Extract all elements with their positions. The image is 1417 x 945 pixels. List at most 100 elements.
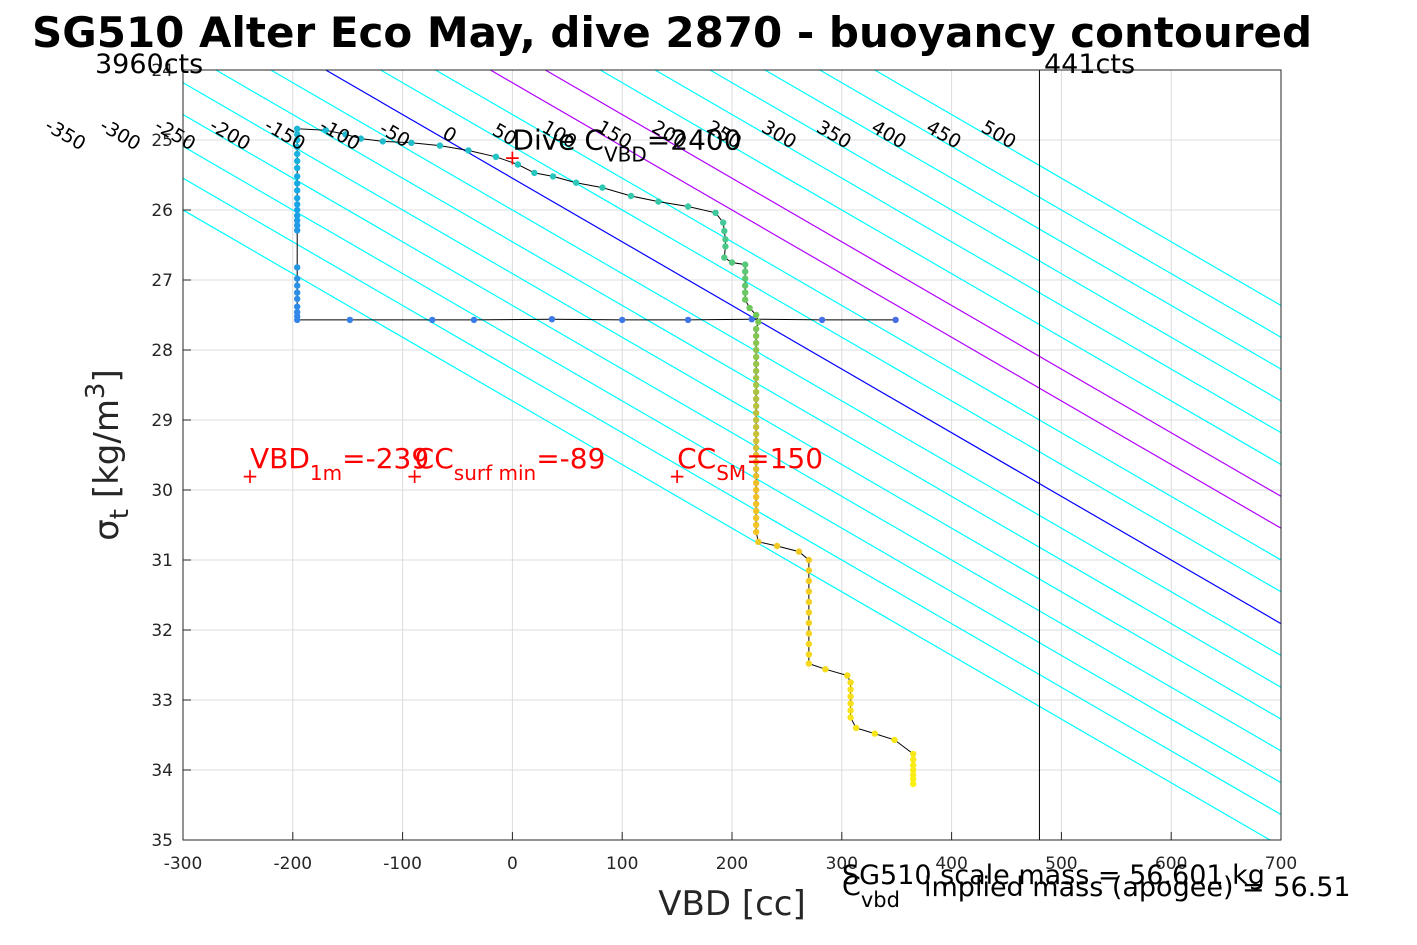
data-point xyxy=(293,217,301,224)
data-point xyxy=(805,577,813,585)
x-tick-label: -100 xyxy=(383,854,422,874)
data-point xyxy=(720,219,727,226)
data-point xyxy=(871,730,878,737)
data-point xyxy=(293,173,301,180)
data-point xyxy=(293,150,301,158)
annotation-sub: VBD xyxy=(604,143,647,167)
data-point xyxy=(293,143,301,151)
y-axis-label: σt [kg/m3] xyxy=(81,369,135,541)
contour-line xyxy=(490,70,1281,529)
data-point xyxy=(822,666,829,673)
x-tick-label: 100 xyxy=(606,854,638,874)
data-point xyxy=(293,180,301,187)
contour-line xyxy=(270,70,1281,657)
annotation-label: VBD1m=-239 xyxy=(250,442,429,485)
y-tick-label: 28 xyxy=(151,341,173,361)
corner-label-right: 441cts xyxy=(1044,49,1135,80)
data-point xyxy=(293,136,301,144)
data-point xyxy=(492,153,500,160)
chart-title: SG510 Alter Eco May, dive 2870 - buoyanc… xyxy=(32,8,1312,57)
data-point xyxy=(752,423,760,431)
plus-marker: + xyxy=(242,464,259,488)
data-point xyxy=(429,316,436,324)
implied-mass-text: implied mass (apogee) = 56.51 xyxy=(924,872,1351,903)
data-point xyxy=(847,700,854,707)
data-point xyxy=(752,444,760,452)
data-point xyxy=(293,164,301,172)
contour-line xyxy=(380,70,1281,593)
data-point xyxy=(721,227,728,235)
y-label-sup: 3 xyxy=(81,383,111,400)
data-point xyxy=(752,528,760,536)
data-point xyxy=(755,538,762,545)
data-point xyxy=(293,125,301,132)
y-tick-label: 25 xyxy=(151,131,173,151)
data-point xyxy=(514,161,522,168)
data-point xyxy=(752,367,760,375)
data-point xyxy=(752,493,760,501)
data-point xyxy=(752,395,760,403)
data-point xyxy=(752,311,760,319)
corner-label-left: 3960cts xyxy=(95,49,203,80)
data-point xyxy=(805,660,813,667)
y-tick-label: 27 xyxy=(151,271,173,291)
data-point xyxy=(741,275,749,282)
data-point xyxy=(293,282,301,289)
data-point xyxy=(752,458,760,466)
data-point xyxy=(847,714,854,721)
data-point xyxy=(470,316,478,324)
data-point xyxy=(752,381,760,389)
y-tick-label: 35 xyxy=(151,831,173,851)
contour-line xyxy=(325,70,1281,625)
cvbd-sub: vbd xyxy=(861,888,900,912)
data-point xyxy=(342,131,349,138)
annotation-value: =-239 xyxy=(342,442,429,475)
data-point xyxy=(684,203,692,210)
data-point xyxy=(752,416,760,424)
y-tick-label: 33 xyxy=(151,691,173,711)
data-point xyxy=(847,679,854,686)
contour-label: -300 xyxy=(96,114,144,155)
contour-label: -350 xyxy=(41,114,89,155)
annotation-sub: surf min xyxy=(454,461,536,485)
data-point xyxy=(847,686,854,693)
contour-line xyxy=(183,177,1281,816)
data-point xyxy=(748,316,755,323)
contour-line xyxy=(183,82,1281,720)
data-point xyxy=(293,206,301,214)
data-point xyxy=(805,567,813,574)
data-point xyxy=(752,402,760,410)
data-point xyxy=(909,756,917,763)
y-label-sigma: σ xyxy=(87,519,127,541)
data-point xyxy=(599,184,606,191)
y-tick-label: 26 xyxy=(151,201,173,221)
plus-marker: + xyxy=(504,146,521,170)
x-tick-labels: -300 -200 -100 0 100 200 300 400 500 600 700 xyxy=(164,832,1297,874)
data-point xyxy=(293,194,301,202)
contour-line xyxy=(819,70,1281,338)
data-point xyxy=(741,261,749,268)
contour-line xyxy=(599,70,1281,466)
data-point xyxy=(805,651,813,658)
data-point xyxy=(752,339,760,347)
contour-line xyxy=(435,70,1281,561)
data-point xyxy=(655,198,662,205)
y-label-unit: [kg/m xyxy=(87,399,127,509)
data-point xyxy=(752,507,760,515)
data-point xyxy=(293,131,301,138)
annotation-sub: 1m xyxy=(310,461,342,485)
data-point xyxy=(752,500,760,508)
annotation-sub: SM xyxy=(716,461,746,485)
data-point xyxy=(909,761,917,769)
data-point xyxy=(465,147,472,154)
data-point xyxy=(752,353,760,361)
y-label-sub: t xyxy=(105,509,135,519)
data-point xyxy=(322,127,329,134)
data-point xyxy=(531,169,538,177)
data-point xyxy=(795,548,803,555)
data-point xyxy=(752,521,760,529)
data-point xyxy=(752,472,760,480)
data-point xyxy=(293,227,301,234)
contour-line xyxy=(654,70,1281,434)
